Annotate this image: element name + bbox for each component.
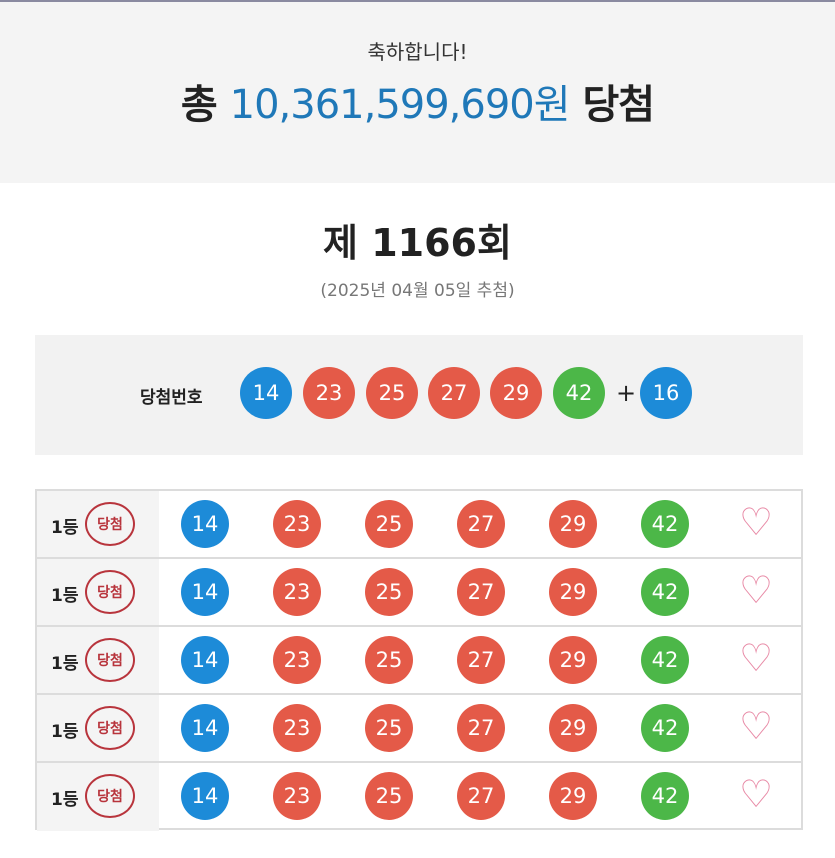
heart-outline-icon[interactable]: ♡ — [739, 500, 774, 544]
ticket-row: 1등 당첨 14 23 25 27 29 42 ♡ — [37, 491, 801, 559]
ticket-ball: 42 — [641, 636, 689, 684]
ticket-ball: 27 — [457, 568, 505, 616]
winning-ball: 27 — [428, 367, 480, 419]
rank-cell: 1등 당첨 — [37, 491, 159, 557]
ticket-row: 1등 당첨 14 23 25 27 29 42 ♡ — [37, 627, 801, 695]
ticket-ball: 14 — [181, 636, 229, 684]
ticket-ball: 14 — [181, 704, 229, 752]
total-prize: 총 10,361,599,690원 당첨 — [0, 72, 835, 130]
rank-cell: 1등 당첨 — [37, 763, 159, 831]
ticket-ball: 14 — [181, 500, 229, 548]
winning-ball: 23 — [303, 367, 355, 419]
ticket-ball: 42 — [641, 568, 689, 616]
winning-label: 당첨번호 — [140, 388, 203, 408]
prize-amount: 10,361,599,690원 — [229, 82, 571, 128]
ticket-ball: 42 — [641, 500, 689, 548]
total-suffix: 당첨 — [582, 82, 655, 128]
ticket-row: 1등 당첨 14 23 25 27 29 42 ♡ — [37, 763, 801, 831]
ticket-ball: 27 — [457, 636, 505, 684]
draw-round: 제 1166회 — [323, 221, 512, 265]
ticket-ball: 23 — [273, 772, 321, 820]
ticket-ball: 42 — [641, 772, 689, 820]
ticket-row: 1등 당첨 14 23 25 27 29 42 ♡ — [37, 559, 801, 627]
win-stamp: 당첨 — [85, 706, 135, 750]
win-stamp: 당첨 — [85, 638, 135, 682]
ticket-ball: 42 — [641, 704, 689, 752]
win-stamp: 당첨 — [85, 570, 135, 614]
ticket-table: 1등 당첨 14 23 25 27 29 42 ♡ 1등 당첨 14 23 25 27 29 42 ♡ 1등… — [35, 489, 803, 831]
bonus-ball: 16 — [640, 367, 692, 419]
ticket-ball: 27 — [457, 772, 505, 820]
ticket-ball: 29 — [549, 568, 597, 616]
rank-label: 1등 — [51, 654, 79, 674]
ticket-ball: 25 — [365, 636, 413, 684]
rank-label: 1등 — [51, 518, 79, 538]
ticket-ball: 29 — [549, 704, 597, 752]
ticket-ball: 25 — [365, 500, 413, 548]
heart-outline-icon[interactable]: ♡ — [739, 568, 774, 612]
ticket-ball: 23 — [273, 704, 321, 752]
prize-header: 축하합니다! 총 10,361,599,690원 당첨 — [0, 0, 835, 183]
rank-label: 1등 — [51, 790, 79, 810]
winning-ball: 42 — [553, 367, 605, 419]
rank-cell: 1등 당첨 — [37, 695, 159, 761]
ticket-ball: 29 — [549, 772, 597, 820]
congrats-text: 축하합니다! — [367, 40, 468, 64]
winning-ball: 29 — [490, 367, 542, 419]
draw-date: (2025년 04월 05일 추첨) — [320, 281, 515, 301]
ticket-ball: 27 — [457, 704, 505, 752]
winning-ball: 25 — [366, 367, 418, 419]
rank-label: 1등 — [51, 586, 79, 606]
ticket-ball: 23 — [273, 500, 321, 548]
rank-label: 1등 — [51, 722, 79, 742]
ticket-ball: 25 — [365, 772, 413, 820]
ticket-ball: 14 — [181, 772, 229, 820]
winning-numbers-panel: 당첨번호 + 14 23 25 27 29 42 16 — [35, 335, 803, 455]
win-stamp: 당첨 — [85, 774, 135, 818]
ticket-ball: 23 — [273, 568, 321, 616]
ticket-ball: 27 — [457, 500, 505, 548]
ticket-ball: 23 — [273, 636, 321, 684]
ticket-ball: 14 — [181, 568, 229, 616]
total-prefix: 총 — [180, 82, 218, 128]
ticket-ball: 25 — [365, 568, 413, 616]
ticket-ball: 25 — [365, 704, 413, 752]
rank-cell: 1등 당첨 — [37, 627, 159, 693]
heart-outline-icon[interactable]: ♡ — [739, 772, 774, 816]
win-stamp: 당첨 — [85, 502, 135, 546]
ticket-row: 1등 당첨 14 23 25 27 29 42 ♡ — [37, 695, 801, 763]
heart-outline-icon[interactable]: ♡ — [739, 704, 774, 748]
heart-outline-icon[interactable]: ♡ — [739, 636, 774, 680]
ticket-ball: 29 — [549, 500, 597, 548]
ticket-ball: 29 — [549, 636, 597, 684]
winning-ball: 14 — [240, 367, 292, 419]
rank-cell: 1등 당첨 — [37, 559, 159, 625]
plus-sign: + — [616, 379, 637, 407]
